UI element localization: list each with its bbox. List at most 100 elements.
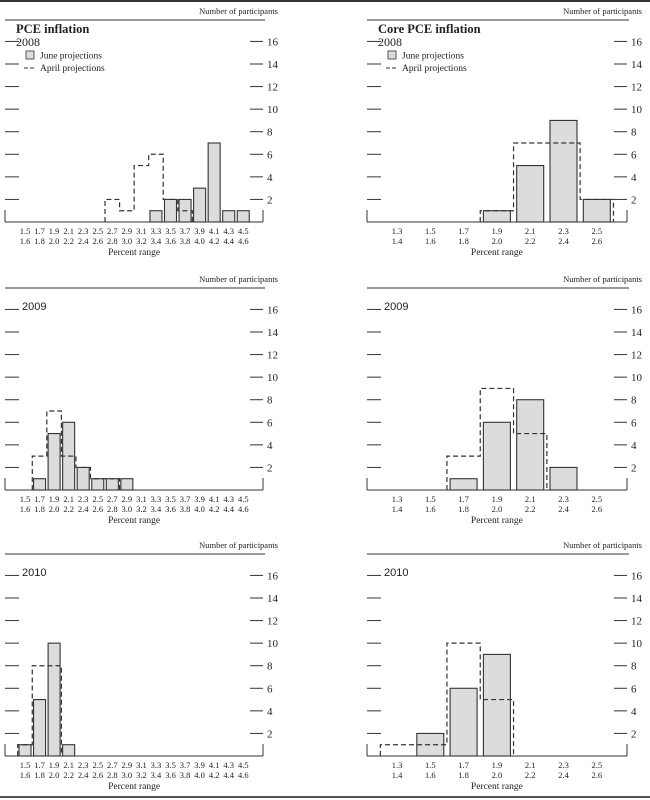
x-tick-label-low: 2.5 — [92, 494, 103, 504]
y-tick-label: 2 — [267, 728, 273, 740]
x-tick-label-low: 1.7 — [34, 760, 45, 770]
x-tick-label-low: 1.3 — [392, 226, 403, 236]
x-axis-label: Percent range — [108, 248, 160, 258]
chart-year: 2008 — [16, 35, 40, 49]
y-tick-label: 16 — [267, 570, 279, 582]
x-tick-label-low: 2.1 — [63, 494, 74, 504]
y-tick-label: 4 — [267, 440, 273, 452]
x-tick-label-low: 2.1 — [63, 226, 74, 236]
x-tick-label-high: 2.6 — [92, 504, 103, 514]
legend-june-label: June projections — [40, 52, 102, 62]
x-tick-label-low: 1.3 — [392, 494, 403, 504]
x-tick-label-low: 2.5 — [591, 226, 602, 236]
x-tick-label-high: 2.2 — [525, 236, 536, 246]
x-tick-label-low: 1.5 — [425, 760, 436, 770]
x-tick-label-low: 2.9 — [122, 494, 133, 504]
x-tick-label-low: 1.7 — [458, 494, 469, 504]
y-tick-label: 10 — [631, 638, 643, 650]
june-bar — [32, 478, 47, 491]
x-tick-label-high: 3.8 — [180, 770, 191, 780]
y-axis-label: Number of participants — [199, 6, 278, 16]
x-tick-label-low: 1.9 — [492, 494, 503, 504]
y-tick-label: 14 — [267, 59, 279, 71]
june-bar — [482, 421, 511, 491]
x-tick-label-high: 3.0 — [122, 770, 133, 780]
x-tick-label-high: 3.6 — [165, 236, 176, 246]
y-tick-label: 2 — [267, 194, 273, 206]
y-tick-label: 14 — [631, 59, 643, 71]
june-bar — [549, 119, 578, 223]
x-tick-label-low: 2.3 — [558, 494, 569, 504]
june-bar — [149, 210, 163, 223]
x-tick-label-low: 4.1 — [209, 226, 220, 236]
june-bar — [91, 478, 105, 491]
x-tick-label-low: 3.5 — [165, 226, 176, 236]
chart-core-pce-2008: Number of participants Core PCE inflation… — [366, 6, 643, 258]
x-tick-label-low: 1.7 — [34, 494, 45, 504]
y-tick-label: 10 — [631, 372, 643, 384]
x-tick-label-low: 2.7 — [107, 760, 118, 770]
x-tick-label-low: 3.9 — [194, 494, 205, 504]
april-projection-outline — [31, 410, 121, 490]
y-tick-label: 4 — [267, 706, 273, 718]
y-axis-label: Number of participants — [563, 540, 642, 550]
y-tick-label: 2 — [631, 194, 637, 206]
april-projection-outline — [104, 153, 193, 222]
chart-title: Core PCE inflation — [378, 22, 481, 36]
june-bar — [482, 210, 511, 223]
x-tick-label-high: 2.6 — [591, 504, 602, 514]
y-tick-label: 12 — [267, 82, 278, 94]
x-tick-label-high: 1.4 — [392, 236, 403, 246]
x-tick-label-high: 2.4 — [78, 236, 89, 246]
x-tick-label-low: 3.1 — [136, 226, 147, 236]
x-tick-label-high: 2.8 — [107, 504, 118, 514]
y-tick-label: 2 — [267, 462, 273, 474]
x-tick-label-high: 1.6 — [20, 770, 31, 780]
x-axis-label: Percent range — [108, 782, 160, 792]
y-tick-label: 16 — [631, 36, 643, 48]
june-bar — [163, 198, 178, 223]
x-tick-label-high: 2.4 — [558, 770, 569, 780]
x-tick-label-high: 3.4 — [151, 504, 162, 514]
x-tick-label-low: 2.3 — [558, 226, 569, 236]
x-tick-label-high: 2.4 — [78, 504, 89, 514]
x-tick-label-high: 3.8 — [180, 236, 191, 246]
x-tick-label-high: 1.8 — [34, 236, 45, 246]
y-tick-label: 16 — [631, 304, 643, 316]
x-tick-label-high: 3.6 — [165, 504, 176, 514]
x-tick-label-low: 1.5 — [20, 760, 31, 770]
x-tick-label-low: 4.3 — [223, 494, 234, 504]
x-tick-label-low: 2.9 — [122, 226, 133, 236]
x-tick-label-low: 1.7 — [34, 226, 45, 236]
y-tick-label: 6 — [631, 417, 637, 429]
x-tick-label-high: 2.0 — [49, 770, 60, 780]
y-tick-label: 6 — [267, 149, 273, 161]
y-tick-label: 14 — [631, 327, 643, 339]
chart-year: 2010 — [384, 567, 408, 579]
x-tick-label-low: 3.5 — [165, 494, 176, 504]
x-tick-label-low: 1.9 — [492, 760, 503, 770]
chart-core-pce-2010: Number of participants 2010 2 4 6 8 10 12 14 16 1.… — [366, 540, 643, 792]
y-tick-label: 8 — [631, 127, 637, 139]
x-tick-label-high: 4.2 — [209, 770, 220, 780]
y-axis-label: Number of participants — [199, 274, 278, 284]
x-tick-label-low: 4.5 — [238, 226, 249, 236]
x-tick-label-low: 3.7 — [180, 760, 191, 770]
x-tick-label-high: 2.0 — [492, 504, 503, 514]
y-tick-label: 2 — [631, 728, 637, 740]
chart-pce-2008: Number of participants PCE inflation2008J… — [4, 6, 279, 258]
x-tick-label-high: 1.8 — [458, 770, 469, 780]
x-tick-label-high: 1.4 — [392, 770, 403, 780]
y-tick-label: 6 — [631, 149, 637, 161]
x-tick-label-high: 1.6 — [425, 770, 436, 780]
chart-core-pce-2009: Number of participants 2009 2 4 6 8 10 12 14 16 1.… — [366, 274, 643, 526]
x-tick-label-high: 4.4 — [223, 504, 234, 514]
x-tick-label-high: 2.6 — [591, 770, 602, 780]
x-tick-label-high: 4.6 — [238, 770, 249, 780]
june-bar — [62, 744, 76, 757]
x-tick-label-high: 1.6 — [20, 236, 31, 246]
x-tick-label-high: 3.0 — [122, 236, 133, 246]
legend-june-label: June projections — [402, 52, 464, 62]
x-tick-label-low: 1.9 — [49, 226, 60, 236]
june-bar — [47, 433, 61, 491]
